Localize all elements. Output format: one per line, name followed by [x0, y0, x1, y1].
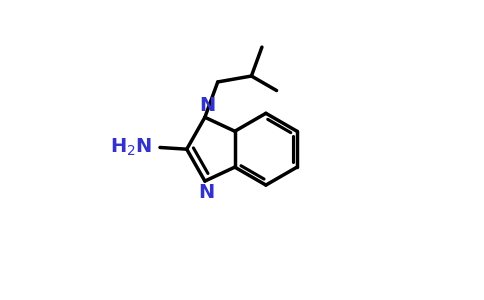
Text: N: N [198, 184, 214, 202]
Text: H$_2$N: H$_2$N [110, 137, 152, 158]
Text: N: N [199, 96, 215, 115]
